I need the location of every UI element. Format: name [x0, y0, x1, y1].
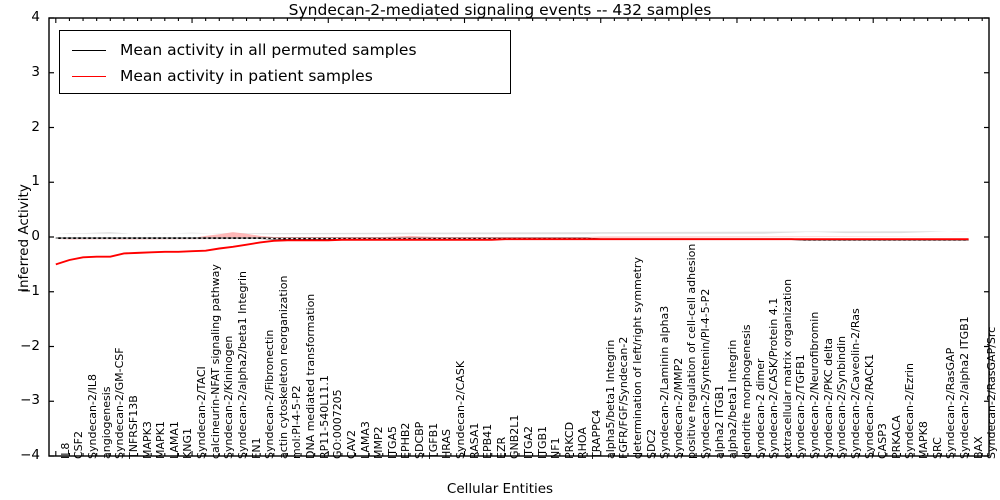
x-tick-label: calcineurin-NFAT signaling pathway — [208, 264, 222, 459]
y-tick-label: 1 — [31, 173, 40, 190]
y-tick-label: −1 — [20, 282, 40, 299]
x-tick-label: angiogenesis — [99, 386, 113, 460]
x-tick-label: TGFB1 — [426, 422, 440, 459]
legend-item: Mean activity in all permuted samples — [60, 39, 417, 61]
x-tick-label: Syndecan-2/CASK/Protein 4.1 — [767, 297, 781, 459]
x-tick-label: Syndecan-2/RasGAP/Src — [985, 326, 999, 459]
x-tick-label: Syndecan-2/Syntenin/PI-4-5-P2 — [699, 288, 713, 459]
x-tick-label: LAMA1 — [167, 421, 181, 459]
x-tick-label: FN1 — [249, 437, 263, 459]
x-tick-label: SDC2 — [644, 428, 658, 459]
x-tick-label: Syndecan-2/alpha2/beta1 Integrin — [235, 271, 249, 459]
x-tick-label: GNB2L1 — [508, 414, 522, 459]
chart-legend: Mean activity in all permuted samples Mea… — [59, 30, 511, 94]
x-tick-label: actin cytoskeleton reorganization — [276, 275, 290, 459]
x-tick-label: extracellular matrix organization — [780, 278, 794, 459]
x-tick-label: alpha2 ITGB1 — [712, 384, 726, 459]
y-tick-label: −2 — [20, 337, 40, 354]
chart-title: Syndecan-2-mediated signaling events -- … — [288, 1, 712, 19]
x-tick-label: Syndecan-2/PKC delta — [821, 338, 835, 459]
x-tick-label: Syndecan-2/Ezrin — [903, 363, 917, 459]
x-tick-label: EPB41 — [481, 423, 495, 459]
x-tick-label: alpha5/beta1 Integrin — [603, 339, 617, 459]
x-tick-label: MAPK3 — [140, 421, 154, 459]
x-tick-label: EZR — [494, 436, 508, 459]
x-tick-label: FGFR/FGF/Syndecan-2 — [617, 336, 631, 459]
x-tick-label: RP11-540L11.1 — [317, 375, 331, 459]
legend-color-swatch — [72, 75, 106, 77]
x-tick-label: LAMA3 — [358, 421, 372, 459]
x-tick-label: determination of left/right symmetry — [630, 257, 644, 459]
y-tick-label: 4 — [31, 9, 40, 25]
legend-item: Mean activity in patient samples — [60, 65, 373, 87]
x-tick-label: GO:0007205 — [331, 389, 345, 459]
x-tick-label: RASA1 — [467, 422, 481, 459]
x-tick-label: IL8 — [58, 442, 72, 459]
y-tick-label: 3 — [31, 63, 40, 80]
x-tick-label: PRKACA — [889, 415, 903, 459]
x-tick-label: Syndecan-2/GM-CSF — [113, 347, 127, 459]
x-tick-label: Syndecan-2/TACI — [195, 366, 209, 459]
x-tick-label: Syndecan-2/Fibronectin — [263, 329, 277, 459]
y-tick-label: 2 — [31, 118, 40, 135]
patient-mean-line — [55, 238, 969, 266]
x-tick-label: CSF2 — [72, 431, 86, 459]
x-tick-label: Syndecan-2/TGFB1 — [794, 354, 808, 459]
x-tick-label: SRC — [930, 437, 944, 459]
x-tick-label: Syndecan-2/IL8 — [86, 373, 100, 459]
y-tick-label: 0 — [31, 228, 40, 244]
x-tick-label: Syndecan-2/Laminin alpha3 — [658, 305, 672, 459]
x-tick-label: CASP3 — [876, 423, 890, 459]
x-tick-label: RHOA — [576, 427, 590, 459]
y-tick-label: −3 — [20, 392, 40, 409]
y-tick-label: −4 — [20, 447, 40, 463]
permuted-confidence-band — [55, 230, 969, 235]
x-tick-label: MMP2 — [372, 426, 386, 459]
x-tick-label: NF1 — [549, 437, 563, 459]
legend-label: Mean activity in all permuted samples — [120, 41, 417, 59]
x-tick-label: Syndecan-2/MMP2 — [671, 357, 685, 459]
x-tick-label: Syndecan-2/Neurofibromin — [808, 311, 822, 459]
x-tick-label: mol:PI-4-5-P2 — [290, 385, 304, 459]
x-tick-label: MAPK8 — [917, 421, 931, 459]
x-tick-label: KNG1 — [181, 428, 195, 459]
x-tick-label: dendrite morphogenesis — [739, 324, 753, 459]
x-tick-label: ITGA2 — [522, 425, 535, 459]
x-tick-label: Syndecan-2/Synbindin — [835, 335, 849, 459]
x-tick-label: Syndecan-2 dimer — [753, 358, 767, 459]
x-tick-label: ITGA5 — [385, 425, 399, 459]
x-tick-label: Syndecan-2/Caveolin-2/Ras — [848, 308, 862, 459]
x-tick-label: HRAS — [440, 429, 454, 459]
x-tick-label: Syndecan-2/RACK1 — [862, 353, 876, 459]
x-tick-label: ITGB1 — [535, 425, 549, 459]
x-tick-label: positive regulation of cell-cell adhesio… — [685, 243, 699, 459]
x-tick-label: TRAPPC4 — [590, 409, 604, 459]
x-tick-label: SDCBP — [413, 421, 426, 459]
x-axis-label: Cellular Entities — [446, 481, 554, 497]
x-tick-label: BAX — [971, 436, 985, 459]
x-tick-label: EPHB2 — [399, 422, 413, 459]
x-tick-label: MAPK1 — [154, 421, 168, 459]
x-tick-label: CAV2 — [344, 429, 358, 459]
x-tick-label: PRKCD — [562, 421, 576, 459]
x-tick-label: Syndecan-2/CASK — [453, 360, 467, 459]
x-tick-label: alpha2/beta1 Integrin — [726, 339, 740, 459]
x-tick-label: Syndecan-2/Kininogen — [222, 335, 236, 459]
x-tick-label: Syndecan-2/alpha2 ITGB1 — [957, 316, 971, 459]
x-tick-label: DNA mediated transformation — [304, 293, 318, 459]
legend-color-swatch — [72, 49, 106, 51]
x-tick-label: Syndecan-2/RasGAP — [944, 347, 958, 459]
x-tick-label: TNFRSF13B — [126, 395, 140, 459]
legend-label: Mean activity in patient samples — [120, 67, 373, 85]
